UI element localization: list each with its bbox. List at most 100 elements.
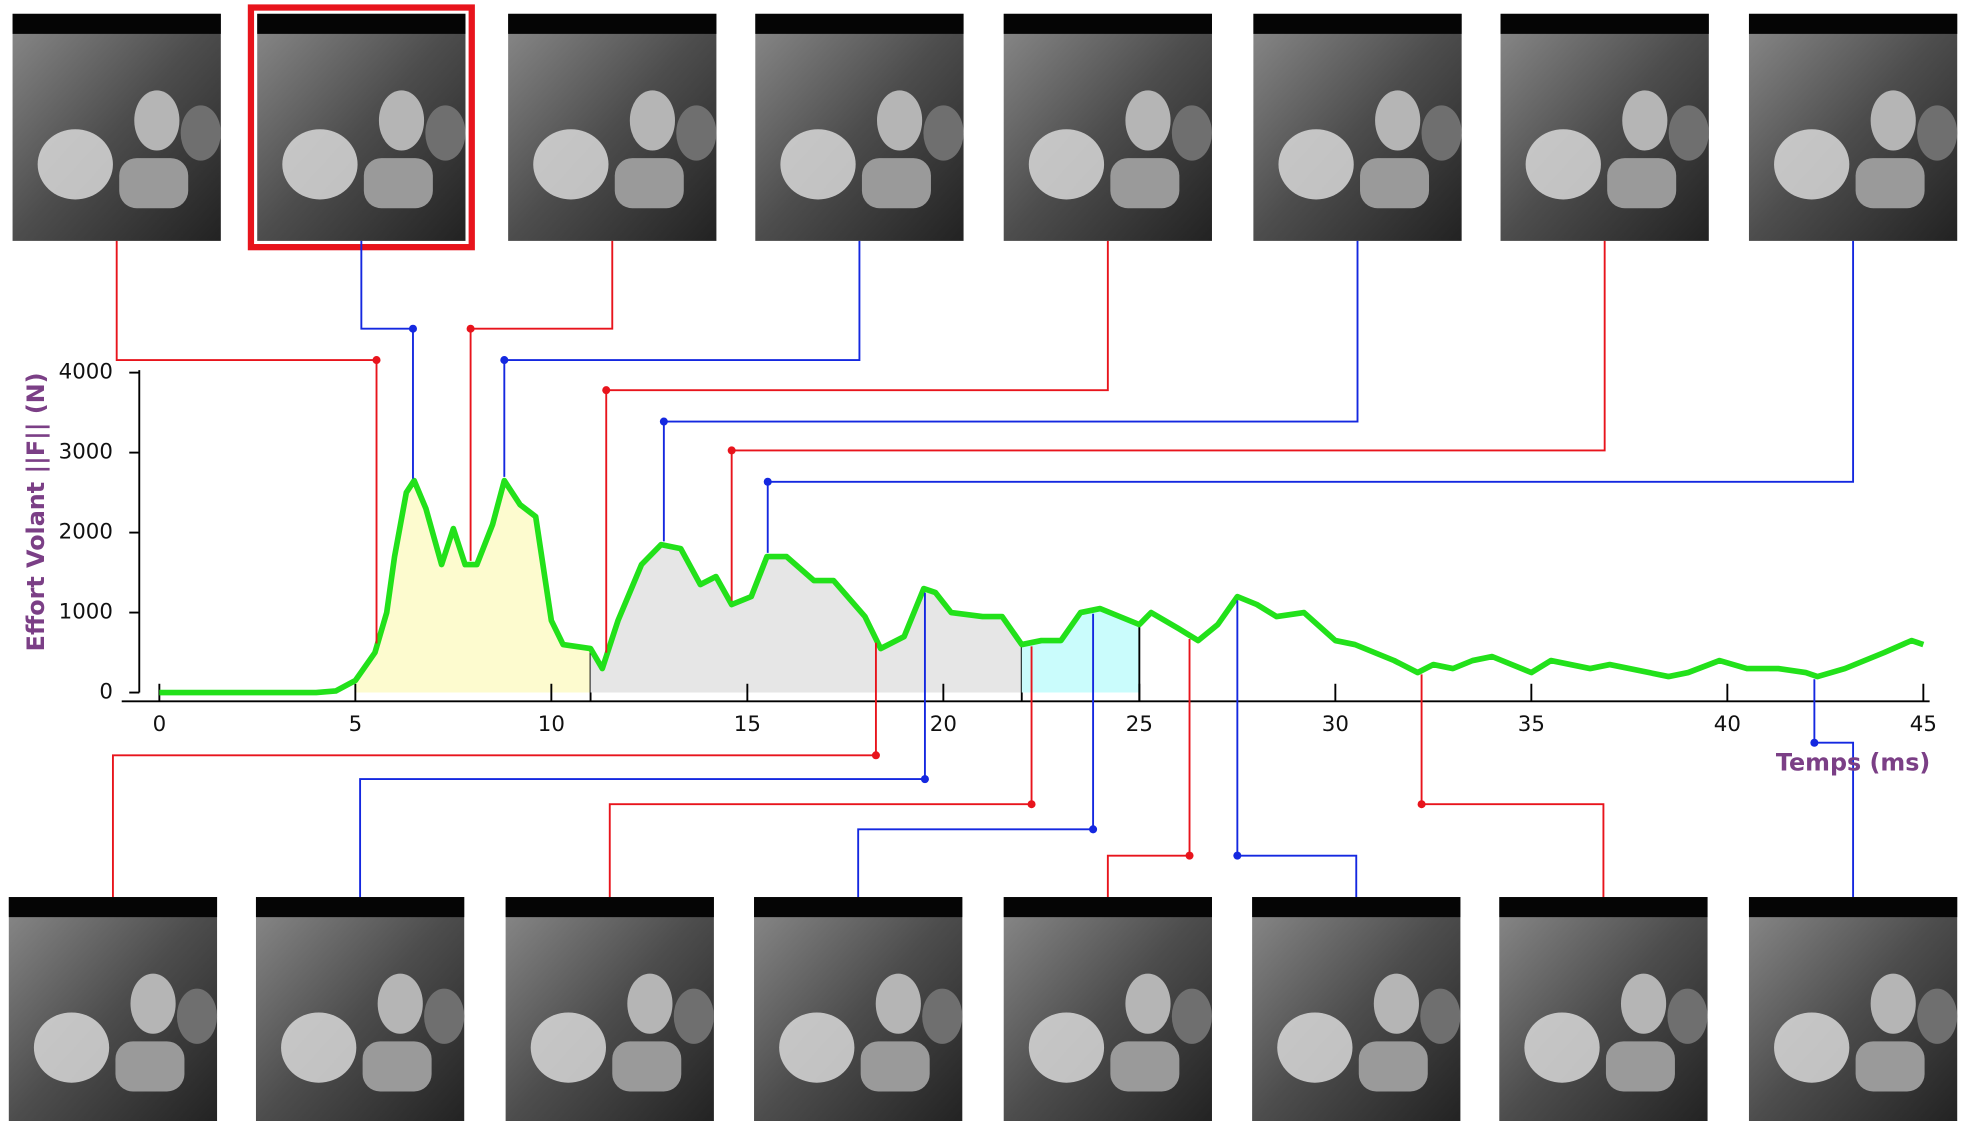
dummy-torso	[1358, 1041, 1428, 1092]
y-axis-label: Effort Volant ||F|| (N)	[22, 372, 50, 651]
x-tick-label: 20	[930, 712, 957, 737]
dummy-head	[876, 90, 923, 151]
seat-head	[176, 988, 218, 1044]
airbag	[282, 129, 358, 200]
dummy-head	[1870, 90, 1916, 151]
x-tick-label: 10	[538, 712, 565, 737]
dummy-torso	[1605, 1041, 1675, 1092]
marker	[372, 356, 381, 365]
marker	[1233, 851, 1242, 860]
airbag	[1028, 1012, 1105, 1083]
frame-header	[1003, 897, 1212, 918]
y-tick-label: 2000	[59, 520, 113, 545]
seat-head	[923, 105, 964, 161]
frame-header	[255, 897, 465, 918]
dummy-head	[134, 90, 180, 151]
connector	[1236, 600, 1358, 898]
dummy-torso	[115, 1041, 185, 1092]
airbag	[533, 129, 609, 200]
frame-header	[8, 897, 218, 918]
marker	[659, 417, 668, 426]
marker	[1027, 800, 1036, 809]
dummy-torso	[1110, 158, 1180, 209]
dummy-head	[1375, 90, 1421, 151]
frame-header	[257, 13, 466, 34]
dummy-head	[378, 90, 425, 151]
dummy-torso	[362, 1041, 432, 1092]
connector	[115, 240, 378, 644]
frame-header	[1748, 13, 1958, 34]
seat-head	[1421, 105, 1462, 161]
marker	[602, 386, 611, 395]
marker	[763, 477, 772, 486]
frame-header	[508, 13, 717, 34]
frame-header	[755, 13, 964, 34]
dummy-head	[1125, 973, 1171, 1034]
connector	[662, 240, 1359, 542]
dummy-head	[875, 973, 921, 1034]
dummy-torso	[861, 158, 931, 209]
y-tick-label: 4000	[59, 360, 113, 385]
airbag	[1774, 1012, 1850, 1083]
dummy-head	[1620, 973, 1667, 1034]
dummy-head	[1125, 90, 1171, 151]
dummy-head	[629, 90, 676, 151]
region	[590, 544, 1022, 693]
connector	[1106, 639, 1191, 898]
seat-head	[1917, 105, 1958, 161]
dummy-torso	[860, 1041, 930, 1092]
frame-header	[505, 897, 714, 918]
x-tick-label: 5	[349, 712, 363, 737]
connector	[730, 240, 1606, 601]
frame-header	[1500, 13, 1709, 34]
marker	[727, 446, 736, 455]
airbag	[1525, 129, 1601, 200]
marker	[1089, 825, 1098, 834]
dummy-torso	[363, 158, 433, 209]
dummy-head	[1373, 973, 1419, 1034]
marker	[1185, 851, 1194, 860]
connector	[469, 240, 614, 561]
y-tick-label: 3000	[59, 440, 113, 465]
frame-header	[1499, 897, 1708, 918]
connector	[608, 646, 1033, 898]
airbag	[1524, 1012, 1600, 1083]
dummy-torso	[1607, 158, 1677, 209]
frame-header	[754, 897, 963, 918]
seat-head	[1171, 988, 1212, 1044]
marker	[871, 751, 880, 760]
connector	[503, 240, 861, 477]
airbag	[37, 129, 113, 200]
seat-head	[676, 105, 717, 161]
x-axis-label: Temps (ms)	[1776, 749, 1930, 777]
frame-header	[1253, 13, 1462, 34]
seat-head	[1667, 988, 1708, 1044]
dummy-head	[627, 973, 673, 1034]
marker	[408, 324, 417, 333]
marker	[1810, 738, 1819, 747]
connector	[111, 642, 877, 898]
frames	[8, 13, 1958, 1121]
force-curve	[159, 477, 1925, 696]
dummy-head	[130, 973, 176, 1034]
seat-head	[424, 988, 465, 1044]
x-tick-label: 40	[1714, 712, 1741, 737]
connector	[360, 240, 414, 479]
connector	[857, 613, 1095, 898]
x-tick-label: 45	[1910, 712, 1937, 737]
dummy-torso	[612, 1041, 682, 1092]
airbag	[1028, 129, 1105, 200]
airbag	[1278, 129, 1354, 200]
region	[1021, 608, 1140, 693]
frame-header	[12, 13, 221, 34]
frame-header	[1252, 897, 1461, 918]
seat-head	[1917, 988, 1958, 1044]
seat-head	[1668, 105, 1709, 161]
seat-head	[1171, 105, 1212, 161]
dummy-torso	[119, 158, 189, 209]
seat-head	[1420, 988, 1461, 1044]
dummy-head	[377, 973, 423, 1034]
plot: 0 1000 2000 3000 4000 0 5 10 15 20 25 30 35 40 45	[59, 240, 1937, 898]
dummy-torso	[1855, 1041, 1925, 1092]
seat-head	[425, 105, 466, 161]
